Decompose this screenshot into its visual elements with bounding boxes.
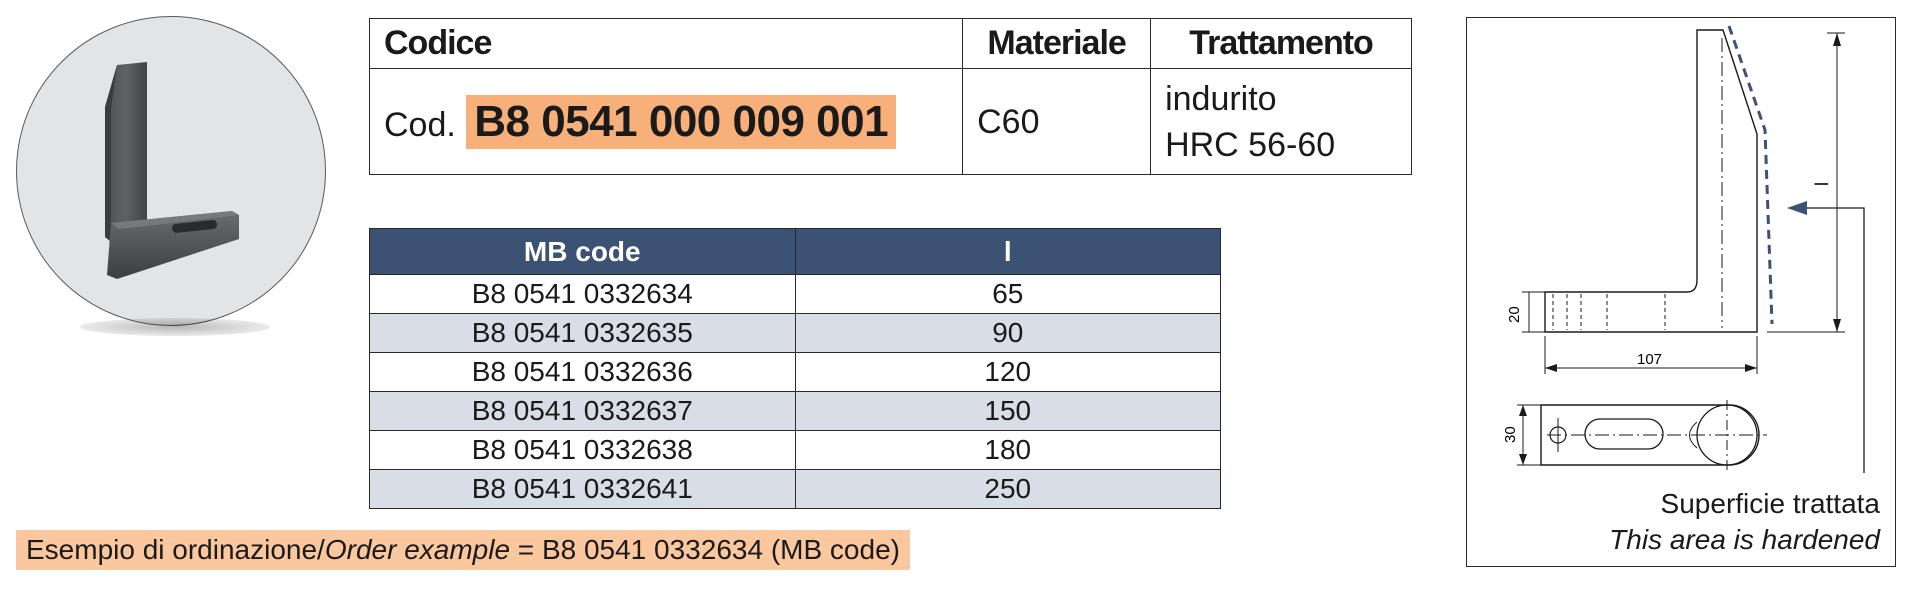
cod-value-highlight: B8 0541 000 009 001 — [466, 94, 897, 149]
mb-header-row: MB code l — [369, 228, 1222, 275]
spec-value-row: Cod. B8 0541 000 009 001 C60 indurito HR… — [368, 68, 1412, 175]
header-materiale: Materiale — [962, 18, 1152, 69]
mb-code-cell: B8 0541 0332636 — [369, 352, 796, 392]
l-value-cell: 65 — [794, 274, 1222, 314]
l-value-cell: 120 — [794, 352, 1222, 392]
top-view-slot — [1584, 418, 1664, 450]
l-bracket-image — [105, 62, 239, 279]
technical-drawing: l 20 107 30 — [1502, 25, 1865, 473]
trattamento-line2: HRC 56-60 — [1165, 125, 1336, 164]
mb-code-cell: B8 0541 0332634 — [369, 274, 796, 314]
header-codice: Codice — [368, 18, 964, 69]
dim-30-label: 30 — [1502, 426, 1519, 443]
trattamento-line1: indurito — [1165, 79, 1277, 118]
hardened-arrow — [1789, 207, 1865, 473]
spec-table: Codice Materiale Trattamento Cod. B8 054… — [368, 18, 1412, 175]
order-example: Esempio di ordinazione/Order example = B… — [16, 530, 910, 570]
l-value-cell: 90 — [794, 313, 1222, 353]
cod-cell: Cod. B8 0541 000 009 001 — [368, 68, 964, 175]
trattamento-cell: indurito HRC 56-60 — [1150, 68, 1412, 175]
side-view-outline — [1544, 29, 1758, 333]
mb-code-cell: B8 0541 0332638 — [369, 430, 796, 470]
l-value-cell: 180 — [794, 430, 1222, 470]
header-trattamento: Trattamento — [1150, 18, 1412, 69]
dim-107-label: 107 — [1637, 351, 1662, 368]
dim-l-label: l — [1812, 182, 1832, 186]
mb-code-cell: B8 0541 0332635 — [369, 313, 796, 353]
cod-prefix: Cod. — [384, 105, 456, 144]
table-row: B8 0541 0332635 90 — [369, 313, 1222, 353]
mb-code-cell: B8 0541 0332637 — [369, 391, 796, 431]
table-row: B8 0541 0332637 150 — [369, 391, 1222, 431]
caption-en: This area is hardened — [1609, 524, 1880, 555]
mb-code-cell: B8 0541 0332641 — [369, 469, 796, 509]
order-label-en: Order example — [324, 534, 511, 565]
l-value-cell: 250 — [794, 469, 1222, 509]
table-row: B8 0541 0332636 120 — [369, 352, 1222, 392]
materiale-cell: C60 — [962, 68, 1152, 175]
product-photo — [16, 16, 326, 326]
mb-code-table: MB code l B8 0541 0332634 65 B8 0541 033… — [369, 228, 1222, 509]
dim-20-label: 20 — [1506, 306, 1523, 323]
header-mb-code: MB code — [369, 228, 796, 275]
photo-shadow — [80, 318, 270, 336]
hardened-surface-line — [1727, 25, 1774, 325]
table-row: B8 0541 0332641 250 — [369, 469, 1222, 509]
order-label-it: Esempio di ordinazione/ — [26, 534, 325, 565]
order-value: = B8 0541 0332634 (MB code) — [510, 534, 900, 565]
table-row: B8 0541 0332638 180 — [369, 430, 1222, 470]
caption-it: Superficie trattata — [1660, 488, 1880, 519]
spec-header-row: Codice Materiale Trattamento — [368, 18, 1412, 69]
l-value-cell: 150 — [794, 391, 1222, 431]
header-l: l — [794, 228, 1222, 275]
technical-drawing-panel: l 20 107 30 Superficie trattata This are… — [1466, 17, 1896, 567]
table-row: B8 0541 0332634 65 — [369, 274, 1222, 314]
